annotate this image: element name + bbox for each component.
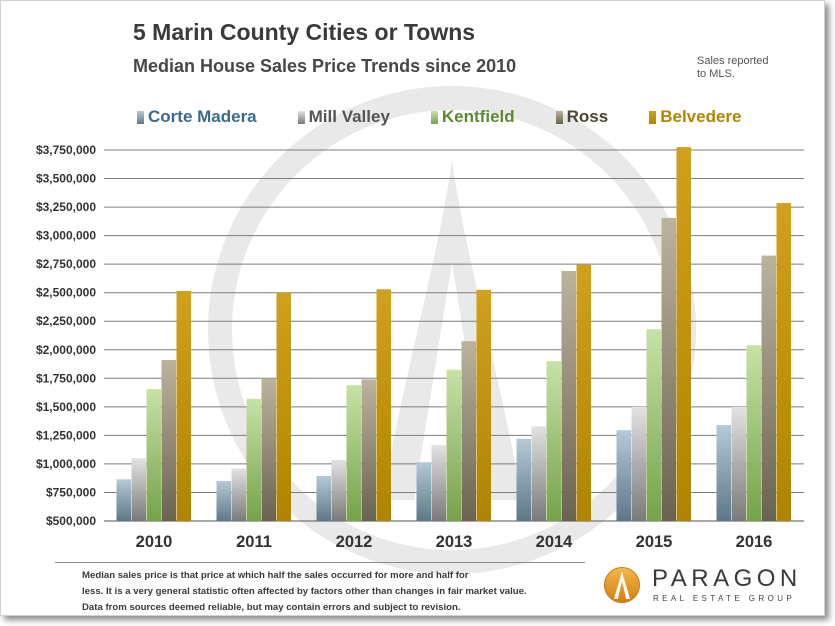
y-tick-label: $3,250,000 — [36, 200, 96, 214]
y-tick-label: $1,750,000 — [36, 371, 96, 385]
bar-belvedere-2012 — [376, 289, 391, 521]
paragon-logo-icon — [604, 567, 640, 603]
bar-kentfield-2011 — [246, 398, 261, 521]
bar-mill-valley-2015 — [631, 406, 646, 521]
legend-item-kentfield: Kentfield — [430, 107, 515, 127]
legend-item-mill-valley: Mill Valley — [297, 107, 390, 127]
source-note-line: to MLS. — [697, 68, 735, 80]
bar-kentfield-2012 — [346, 385, 361, 521]
source-note: Sales reported to MLS. — [697, 55, 769, 81]
logo-wordmark: PARAGON — [652, 565, 802, 592]
legend-item-belvedere: Belvedere — [649, 107, 742, 127]
bar-mill-valley-2010 — [131, 458, 146, 521]
y-tick-label: $2,250,000 — [36, 314, 96, 328]
bar-kentfield-2013 — [446, 369, 461, 521]
bar-kentfield-2015 — [646, 329, 661, 521]
bar-corte-madera-2010 — [116, 479, 131, 521]
legend-item-corte-madera: Corte Madera — [137, 107, 257, 127]
legend-label: Corte Madera — [148, 107, 257, 126]
bar-mill-valley-2011 — [231, 468, 246, 521]
chart-subtitle: Median House Sales Price Trends since 20… — [133, 56, 517, 76]
bar-mill-valley-2016 — [731, 406, 746, 521]
bar-ross-2014 — [561, 271, 576, 521]
logo-tagline: REAL ESTATE GROUP — [653, 594, 796, 603]
bar-ross-2013 — [461, 341, 476, 521]
y-tick-label: $3,000,000 — [36, 229, 96, 243]
x-tick-label: 2011 — [236, 533, 272, 551]
y-tick-label: $1,500,000 — [36, 400, 96, 414]
y-tick-label: $3,500,000 — [36, 172, 96, 186]
bar-kentfield-2010 — [146, 389, 161, 521]
bar-belvedere-2013 — [476, 289, 491, 521]
bar-mill-valley-2014 — [531, 426, 546, 521]
bar-ross-2011 — [261, 378, 276, 521]
bar-corte-madera-2013 — [416, 462, 431, 521]
legend-swatch — [649, 110, 657, 124]
bar-ross-2012 — [361, 379, 376, 521]
bar-belvedere-2014 — [576, 264, 591, 521]
x-tick-label: 2010 — [136, 533, 173, 551]
x-tick-label: 2016 — [736, 533, 773, 551]
y-tick-label: $2,500,000 — [36, 286, 96, 300]
bar-corte-madera-2016 — [716, 425, 731, 521]
bar-ross-2016 — [761, 255, 776, 522]
legend-swatch — [555, 110, 563, 124]
chart-title: 5 Marin County Cities or Towns — [133, 19, 476, 45]
footer-divider — [55, 562, 585, 563]
x-tick-label: 2012 — [336, 533, 373, 551]
legend-label: Kentfield — [441, 107, 515, 126]
legend-label: Belvedere — [660, 107, 742, 126]
bar-mill-valley-2013 — [431, 445, 446, 521]
bar-kentfield-2016 — [746, 345, 761, 521]
footer-line: Data from sources deemed reliable, but m… — [82, 602, 461, 613]
chart-legend: Corte Madera Mill Valley Kentfield Ross Belv… — [137, 107, 742, 127]
x-tick-label: 2015 — [636, 533, 673, 551]
footer-line: Median sales price is that price at whic… — [82, 570, 469, 581]
y-tick-label: $750,000 — [46, 485, 96, 499]
legend-swatch — [297, 110, 305, 124]
y-tick-label: $3,750,000 — [36, 143, 96, 157]
y-tick-label: $2,750,000 — [36, 257, 96, 271]
bar-mill-valley-2012 — [331, 459, 346, 521]
bar-belvedere-2016 — [776, 203, 791, 521]
bar-corte-madera-2014 — [516, 438, 531, 521]
bar-belvedere-2010 — [176, 290, 191, 521]
bar-corte-madera-2011 — [216, 481, 231, 521]
bar-belvedere-2015 — [676, 147, 691, 521]
bar-corte-madera-2015 — [616, 430, 631, 521]
legend-swatch — [430, 110, 438, 124]
bar-ross-2015 — [661, 217, 676, 521]
footer-disclaimer: Median sales price is that price at whic… — [82, 568, 527, 616]
legend-label: Mill Valley — [308, 107, 390, 126]
footer-line: less. It is a very general statistic oft… — [82, 586, 527, 597]
y-tick-label: $500,000 — [46, 514, 96, 528]
bar-corte-madera-2012 — [316, 475, 331, 521]
bar-belvedere-2011 — [276, 292, 291, 521]
y-tick-label: $1,000,000 — [36, 457, 96, 471]
bar-kentfield-2014 — [546, 361, 561, 521]
legend-item-ross: Ross — [555, 107, 609, 127]
bar-ross-2010 — [161, 360, 176, 521]
legend-label: Ross — [566, 107, 609, 126]
legend-swatch — [137, 110, 144, 124]
y-tick-label: $2,000,000 — [36, 343, 96, 357]
source-note-line: Sales reported — [697, 55, 769, 67]
y-tick-label: $1,250,000 — [36, 428, 96, 442]
x-tick-label: 2013 — [436, 533, 473, 551]
x-tick-label: 2014 — [536, 533, 574, 551]
